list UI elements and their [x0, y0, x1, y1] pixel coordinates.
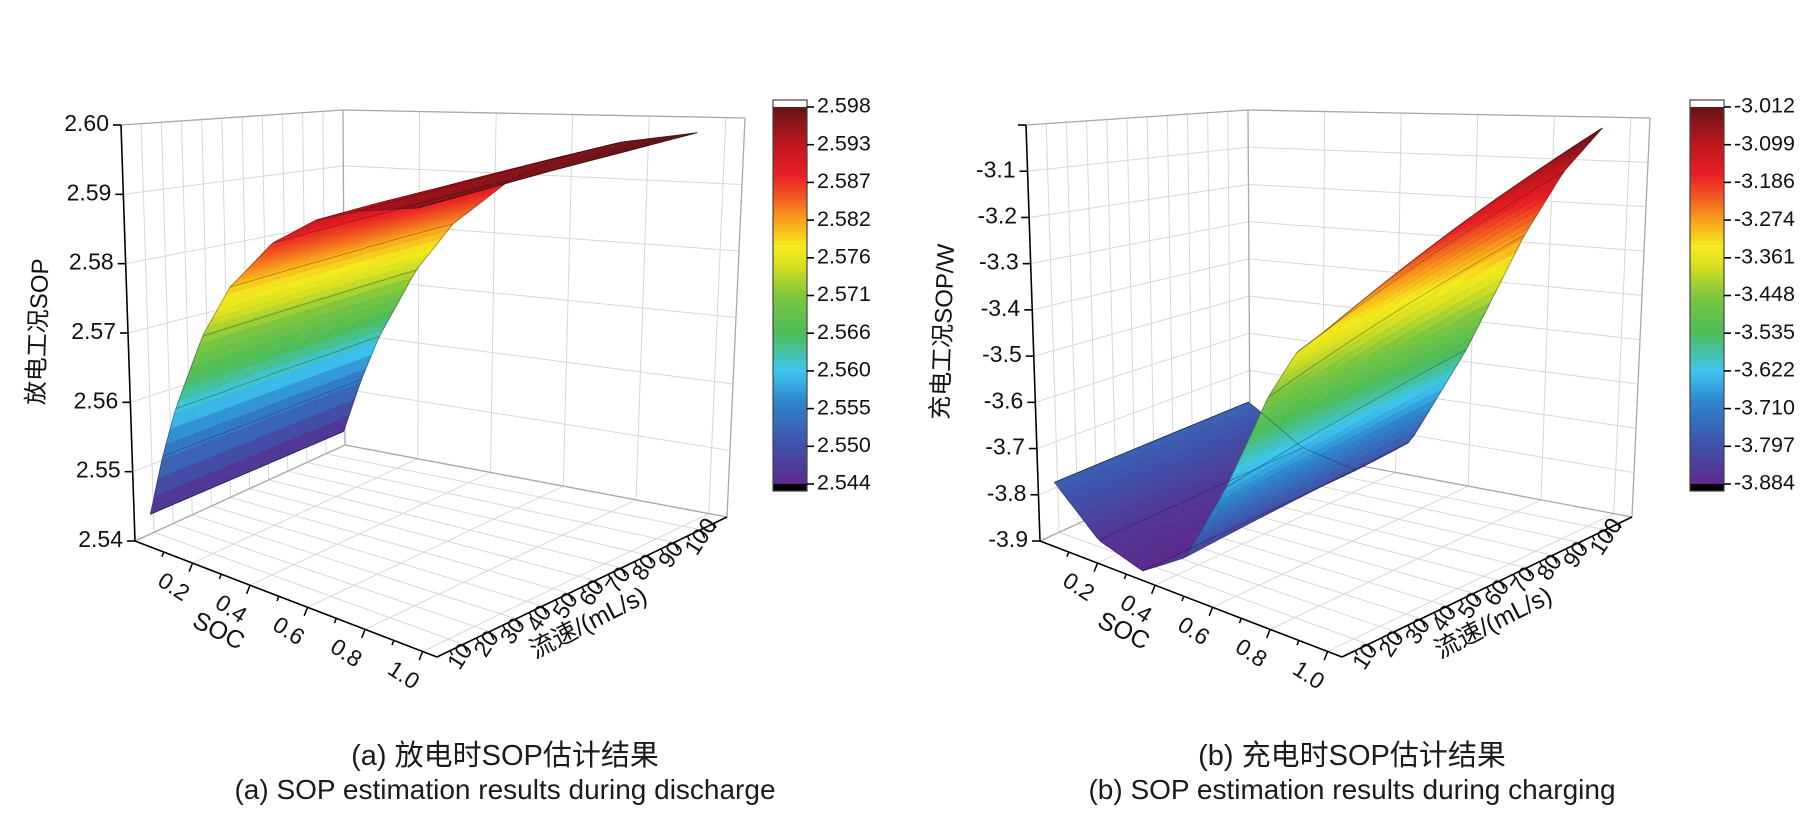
z-tick-label: -3.8 — [987, 480, 1027, 506]
colorbar-tick-label: -3.274 — [1734, 207, 1795, 231]
colorbar-tick-label: 2.598 — [817, 94, 871, 118]
colorbar-tick-label: 2.560 — [817, 358, 871, 382]
soc-tick-label: 1.0 — [383, 655, 424, 694]
caption-a-zh: (a) 放电时SOP估计结果 — [351, 740, 659, 772]
caption-b-en: (b) SOP estimation results during chargi… — [1088, 774, 1616, 805]
soc-tick-label: 0.6 — [268, 611, 309, 650]
colorbar-tick-label: -3.186 — [1734, 169, 1795, 193]
z-tick-label: -3.6 — [984, 387, 1024, 413]
soc-tick-label: 0.2 — [1058, 567, 1099, 606]
plot-discharge-colorbar: 2.598 2.593 2.587 2.582 2.576 2.571 2.566 2.560… — [772, 94, 871, 495]
soc-tick-label: 0.2 — [153, 567, 194, 606]
caption-a-en: (a) SOP estimation results during discha… — [234, 774, 776, 805]
colorbar-tick-label: 2.576 — [817, 244, 871, 268]
z-tick-label: 2.55 — [76, 457, 121, 483]
soc-tick-label: 0.8 — [326, 633, 367, 672]
soc-tick-label: 0.6 — [1173, 611, 1214, 650]
colorbar-tick-label: 2.566 — [817, 320, 871, 344]
colorbar-tick-label: -3.099 — [1734, 131, 1795, 155]
z-axis-title: 充电工况SOP/W — [927, 243, 960, 420]
colorbar-tick-label: -3.448 — [1734, 282, 1795, 306]
colorbar-tick-label: -3.361 — [1734, 244, 1795, 268]
soc-tick-label: 1.0 — [1288, 655, 1329, 694]
colorbar-tick-label: 2.593 — [817, 131, 871, 155]
colorbar-tick-label: 2.555 — [817, 395, 871, 419]
colorbar-tick-label: -3.012 — [1734, 94, 1795, 118]
z-tick-label: -3.7 — [985, 434, 1025, 460]
plot-charge-colorbar: -3.012 -3.099 -3.186 -3.274 -3.361 -3.448 -3.5… — [1689, 94, 1795, 495]
plot-charge: -3.9 -3.8 -3.7 -3.6 -3.5 -3.4 -3.3 -3.2 -3.1 充电工况… — [927, 94, 1795, 695]
z-tick-label: -3.3 — [979, 249, 1019, 275]
z-tick-label: -3.1 — [976, 156, 1016, 182]
z-tick-label: 2.60 — [64, 110, 109, 136]
soc-tick-label: 0.8 — [1231, 633, 1272, 672]
plot-charge-surface — [1053, 127, 1603, 572]
z-axis-title: 放电工况SOP — [22, 258, 54, 406]
colorbar-tick-label: -3.710 — [1734, 395, 1795, 419]
plot-discharge: 2.54 2.55 2.56 2.57 2.58 2.59 2.60 放电工况SOP 0.2 0.… — [22, 94, 870, 695]
colorbar-tick-label: -3.535 — [1734, 320, 1795, 344]
z-tick-label: 2.57 — [71, 318, 116, 344]
z-tick-label: -3.4 — [981, 295, 1021, 321]
colorbar-tick-label: 2.587 — [817, 169, 871, 193]
colorbar-tick-label: -3.622 — [1734, 358, 1795, 382]
z-tick-label: 2.56 — [74, 387, 119, 413]
z-tick-label: -3.2 — [977, 203, 1017, 229]
colorbar-tick-label: 2.544 — [817, 471, 871, 495]
z-tick-label: 2.54 — [78, 526, 123, 552]
colorbar-tick-label: -3.884 — [1734, 471, 1795, 495]
z-tick-label: 2.58 — [69, 249, 114, 275]
colorbar-tick-label: 2.582 — [817, 207, 871, 231]
colorbar-tick-label: 2.550 — [817, 433, 871, 457]
z-tick-label: -3.5 — [982, 341, 1022, 367]
z-tick-label: 2.59 — [67, 179, 112, 205]
plot-discharge-surface — [149, 132, 698, 515]
colorbar-tick-label: 2.571 — [817, 282, 871, 306]
caption-b-zh: (b) 充电时SOP估计结果 — [1198, 740, 1506, 772]
z-tick-label: -3.9 — [988, 526, 1028, 552]
colorbar-tick-label: -3.797 — [1734, 433, 1795, 457]
